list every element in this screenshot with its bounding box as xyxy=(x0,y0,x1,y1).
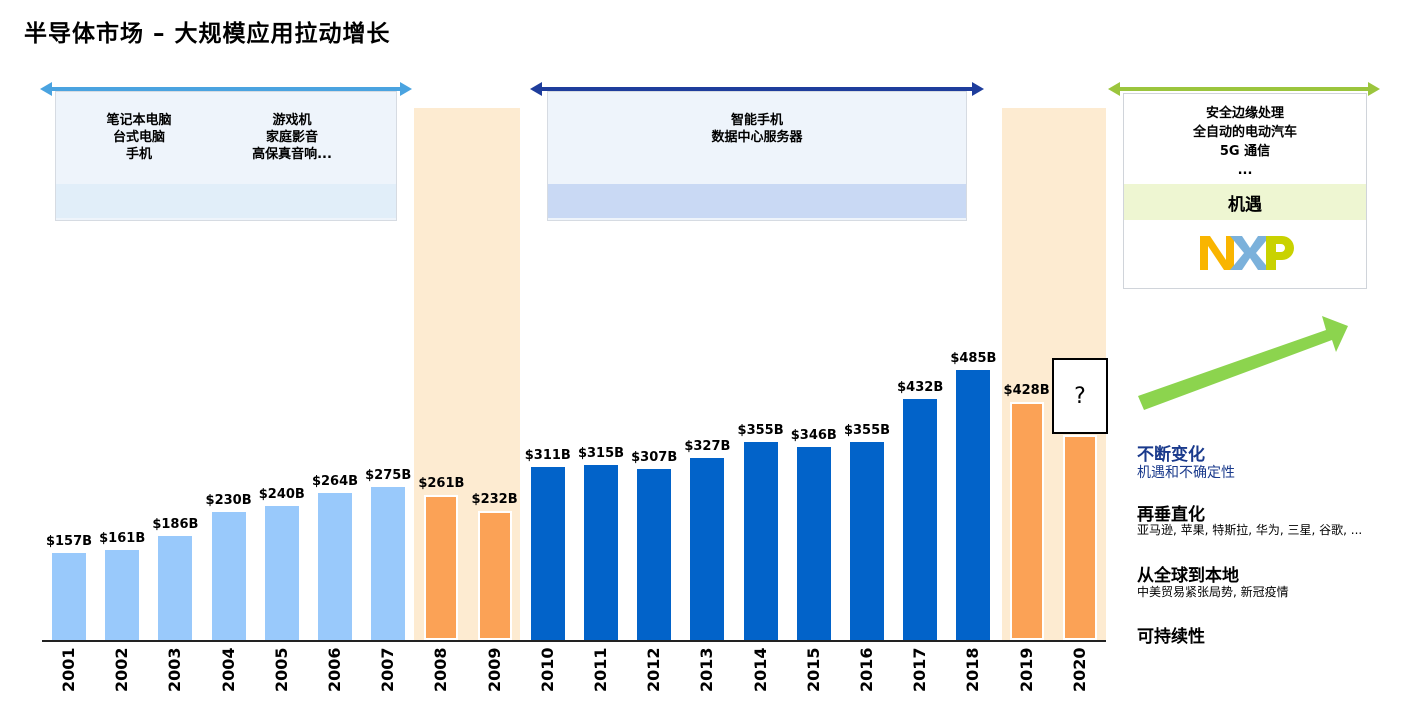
bar-2001 xyxy=(52,552,86,640)
value-label-2001: $157B xyxy=(45,533,93,549)
side-note-title: 不断变化 xyxy=(1137,445,1205,465)
bar-2012 xyxy=(637,469,672,640)
value-label-2013: $327B xyxy=(684,438,731,454)
bar-2009 xyxy=(477,510,512,640)
bar-2002 xyxy=(105,550,140,640)
bar-2014 xyxy=(743,442,778,640)
year-label-2020: 2020 xyxy=(1069,647,1089,692)
side-note-title: 再垂直化 xyxy=(1137,505,1205,525)
value-label-2006: $264B xyxy=(311,473,359,489)
value-label-2008: $261B xyxy=(418,475,465,491)
year-label-2004: 2004 xyxy=(218,647,238,692)
year-label-2003: 2003 xyxy=(165,647,185,692)
era-box-band xyxy=(548,184,966,218)
year-label-2019: 2019 xyxy=(1016,647,1036,692)
bar-2019 xyxy=(1009,401,1044,640)
growth-arrow-icon xyxy=(1138,316,1348,410)
year-label-2002: 2002 xyxy=(112,647,132,692)
opportunity-label: 机遇 xyxy=(1124,184,1366,220)
opportunity-box: 安全边缘处理 全自动的电动汽车 5G 通信 ... 机遇 xyxy=(1124,94,1366,288)
value-label-2003: $186B xyxy=(152,517,199,533)
opportunity-item: 安全边缘处理 xyxy=(1205,106,1284,121)
opportunity-item: 全自动的电动汽车 xyxy=(1192,125,1297,140)
bar-2007 xyxy=(371,486,406,640)
year-label-2012: 2012 xyxy=(644,647,664,692)
value-label-2014: $355B xyxy=(737,423,784,439)
value-label-2005: $240B xyxy=(258,487,305,503)
bar-2015 xyxy=(796,447,831,640)
bar-2005 xyxy=(264,506,299,640)
year-label-2010: 2010 xyxy=(537,647,557,692)
value-label-2004: $230B xyxy=(205,492,252,508)
bar-2010 xyxy=(530,466,565,640)
era-box-band xyxy=(56,184,396,218)
era-item: 台式电脑 xyxy=(112,130,165,145)
value-label-2017: $432B xyxy=(897,380,944,396)
year-label-2018: 2018 xyxy=(963,647,983,692)
year-label-2006: 2006 xyxy=(325,647,344,692)
side-note-subtitle: 中美贸易紧张局势, 新冠疫情 xyxy=(1137,585,1289,599)
year-label-2007: 2007 xyxy=(378,647,398,692)
value-label-2002: $161B xyxy=(99,531,146,547)
opportunity-item: 5G 通信 xyxy=(1219,144,1271,159)
bar-2016 xyxy=(850,442,884,640)
bar-2013 xyxy=(690,457,725,640)
era-item: 笔记本电脑 xyxy=(106,113,172,128)
year-label-2015: 2015 xyxy=(803,647,823,692)
era-box-pc: 笔记本电脑 台式电脑 手机 游戏机 家庭影音 高保真音响... xyxy=(56,92,396,220)
side-note-subtitle: 机遇和不确定性 xyxy=(1137,465,1235,481)
side-note-title: 从全球到本地 xyxy=(1137,566,1239,586)
year-label-2014: 2014 xyxy=(750,647,770,692)
bar-2017 xyxy=(903,399,938,640)
opportunity-item: ... xyxy=(1237,163,1253,178)
era-item: 手机 xyxy=(125,147,152,162)
era-item: 高保真音响... xyxy=(252,147,332,162)
value-label-2016: $355B xyxy=(843,423,891,439)
value-label-2010: $311B xyxy=(524,447,571,463)
value-label-2009: $232B xyxy=(471,491,518,507)
year-label-2009: 2009 xyxy=(484,647,504,692)
bar-2003 xyxy=(158,536,193,640)
year-label-2013: 2013 xyxy=(697,647,717,692)
chart-baseline xyxy=(42,640,1106,642)
year-label-2011: 2011 xyxy=(591,647,610,692)
side-note-subtitle: 亚马逊, 苹果, 特斯拉, 华为, 三星, 谷歌, ... xyxy=(1137,523,1363,537)
bar-2006 xyxy=(318,492,352,640)
page-title: 半导体市场 – 大规模应用拉动增长 xyxy=(24,21,391,47)
era-box-mobile: 智能手机 数据中心服务器 xyxy=(548,92,966,220)
era-item: 智能手机 xyxy=(730,113,783,128)
year-label-2016: 2016 xyxy=(857,647,876,692)
bar-2011 xyxy=(584,464,618,640)
bar-2020 xyxy=(1062,435,1097,640)
value-label-2018: $485B xyxy=(950,350,997,366)
value-label-2011: $315B xyxy=(577,445,625,461)
value-label-2007: $275B xyxy=(365,467,412,483)
bar-2008 xyxy=(424,494,459,640)
value-label-2015: $346B xyxy=(790,428,837,444)
value-label-2019: $428B xyxy=(1003,382,1050,398)
bar-2004 xyxy=(211,511,246,640)
unknown-2020-box: ? xyxy=(1052,358,1108,434)
era-item: 游戏机 xyxy=(272,113,312,128)
year-label-2001: 2001 xyxy=(59,647,78,692)
bar-2018 xyxy=(956,369,991,640)
year-label-2008: 2008 xyxy=(431,647,451,692)
year-label-2005: 2005 xyxy=(271,647,291,692)
value-label-2012: $307B xyxy=(631,450,678,465)
year-label-2017: 2017 xyxy=(910,647,930,692)
side-note-title: 可持续性 xyxy=(1137,627,1205,647)
nxp-logo-icon xyxy=(1200,236,1294,270)
era-item: 家庭影音 xyxy=(265,130,318,145)
era-item: 数据中心服务器 xyxy=(711,130,803,145)
